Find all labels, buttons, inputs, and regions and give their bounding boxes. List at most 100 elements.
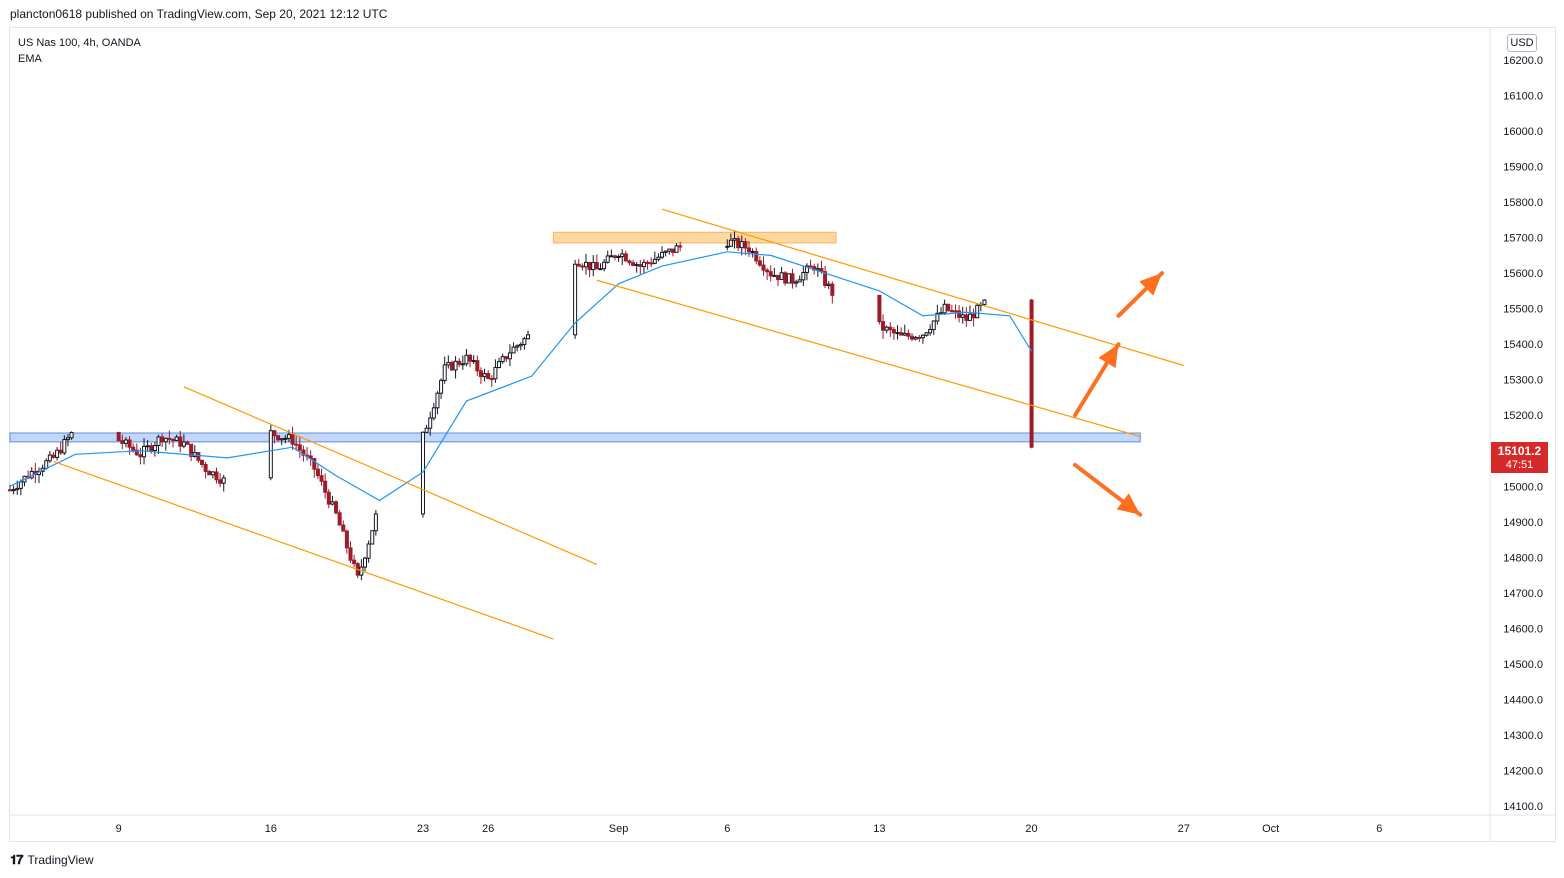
candle-body bbox=[830, 283, 835, 296]
candle-body bbox=[888, 326, 893, 331]
time-axis: 9 16 23 26 Sep 6 13 20 27 Oct 6 bbox=[116, 823, 1383, 835]
candle-body bbox=[344, 530, 349, 549]
price-tick-label: 14800.0 bbox=[1503, 552, 1543, 564]
candle-body bbox=[775, 274, 780, 280]
bearish-arrow-head bbox=[1116, 493, 1141, 515]
candle-body bbox=[935, 312, 940, 322]
symbol-name[interactable]: US Nas 100, 4h, OANDA bbox=[18, 37, 141, 49]
indicator-label[interactable]: EMA bbox=[18, 53, 42, 65]
candle-body bbox=[134, 449, 139, 456]
time-tick-label: 13 bbox=[873, 823, 885, 835]
candle-body bbox=[319, 475, 324, 482]
candle-body bbox=[178, 436, 183, 447]
candle-body bbox=[732, 238, 737, 241]
falling-channel-1-upper bbox=[183, 386, 598, 565]
candle-body bbox=[276, 435, 281, 441]
candle-body bbox=[47, 454, 52, 462]
currency-badge[interactable]: USD bbox=[1507, 34, 1537, 52]
candle-body bbox=[616, 256, 621, 259]
candle-body bbox=[779, 272, 784, 280]
candle-body bbox=[906, 332, 911, 337]
bullish-arrow-2-head bbox=[1139, 273, 1162, 296]
candle-body bbox=[449, 362, 454, 371]
candle-body bbox=[8, 489, 12, 492]
candle-body bbox=[971, 313, 976, 319]
candle-body bbox=[761, 264, 766, 271]
candle-body bbox=[786, 273, 791, 284]
time-tick-label: 6 bbox=[1376, 823, 1382, 835]
candle-body bbox=[583, 261, 588, 268]
candle-body bbox=[62, 439, 67, 454]
candle-body bbox=[765, 269, 770, 273]
candle-body bbox=[804, 265, 809, 273]
candle-body bbox=[334, 501, 339, 514]
resistance-zone bbox=[552, 231, 837, 244]
candle-body bbox=[667, 248, 672, 252]
channels-layer bbox=[53, 208, 1184, 640]
falling-channel-2-lower bbox=[596, 279, 1141, 438]
candle-body bbox=[116, 432, 121, 442]
candle-body bbox=[881, 321, 886, 331]
candle-body bbox=[674, 245, 679, 253]
price-tick-label: 14200.0 bbox=[1503, 765, 1543, 777]
candle-body bbox=[891, 329, 896, 334]
price-tick-label: 15500.0 bbox=[1503, 304, 1543, 316]
symbol-info[interactable]: US Nas 100, 4h, OANDA EMA bbox=[18, 35, 141, 67]
candle-body bbox=[65, 437, 70, 441]
price-tick-label: 15900.0 bbox=[1503, 162, 1543, 174]
candle-body bbox=[757, 260, 762, 266]
candle-body bbox=[199, 459, 204, 466]
price-axis: 16200.0 16100.0 16000.0 15900.0 15800.0 15700… bbox=[1503, 55, 1543, 813]
candle-body bbox=[877, 294, 882, 323]
candle-body bbox=[612, 255, 617, 259]
candle-body bbox=[127, 439, 132, 448]
candles-layer bbox=[8, 231, 1034, 581]
candle-body bbox=[660, 251, 665, 258]
candle-body bbox=[290, 434, 295, 445]
candle-body bbox=[652, 258, 657, 264]
candle-body bbox=[457, 360, 462, 365]
candle-body bbox=[772, 274, 777, 277]
candle-body bbox=[953, 310, 958, 313]
candle-body bbox=[326, 491, 331, 505]
candle-body bbox=[348, 547, 353, 561]
candle-body bbox=[515, 345, 520, 348]
candle-body bbox=[167, 437, 172, 440]
price-tick-label: 14100.0 bbox=[1503, 801, 1543, 813]
candle-body bbox=[58, 449, 63, 454]
candle-body bbox=[352, 559, 357, 565]
candle-body bbox=[18, 481, 23, 489]
candle-body bbox=[497, 361, 502, 369]
candle-body bbox=[446, 362, 451, 366]
candle-body bbox=[663, 250, 668, 253]
footer-brand[interactable]: 𝟏𝟕 TradingView bbox=[10, 852, 94, 868]
candle-body bbox=[728, 239, 733, 247]
candle-body bbox=[341, 524, 346, 532]
candle-body bbox=[884, 326, 889, 331]
candle-body bbox=[160, 436, 165, 443]
candle-body bbox=[638, 264, 643, 267]
candle-body bbox=[975, 304, 980, 319]
candle-body bbox=[15, 487, 20, 491]
candle-body bbox=[185, 441, 190, 445]
time-tick-label: Oct bbox=[1262, 823, 1279, 835]
candle-body bbox=[942, 303, 947, 314]
candle-body bbox=[475, 360, 480, 372]
candle-body bbox=[489, 378, 494, 381]
zones-layer bbox=[9, 231, 1141, 443]
candle-body bbox=[221, 477, 226, 484]
candle-body bbox=[482, 373, 487, 378]
candle-body bbox=[471, 360, 476, 363]
candle-body bbox=[424, 427, 429, 433]
price-tick-label: 14700.0 bbox=[1503, 588, 1543, 600]
candle-body bbox=[131, 446, 136, 451]
candle-body bbox=[522, 338, 527, 345]
candle-body bbox=[428, 417, 433, 429]
price-tick-label: 15200.0 bbox=[1503, 410, 1543, 422]
candle-body bbox=[627, 260, 632, 264]
candle-body bbox=[750, 250, 755, 253]
candle-body bbox=[573, 263, 578, 336]
price-tick-label: 14300.0 bbox=[1503, 730, 1543, 742]
candle-body bbox=[312, 458, 317, 470]
